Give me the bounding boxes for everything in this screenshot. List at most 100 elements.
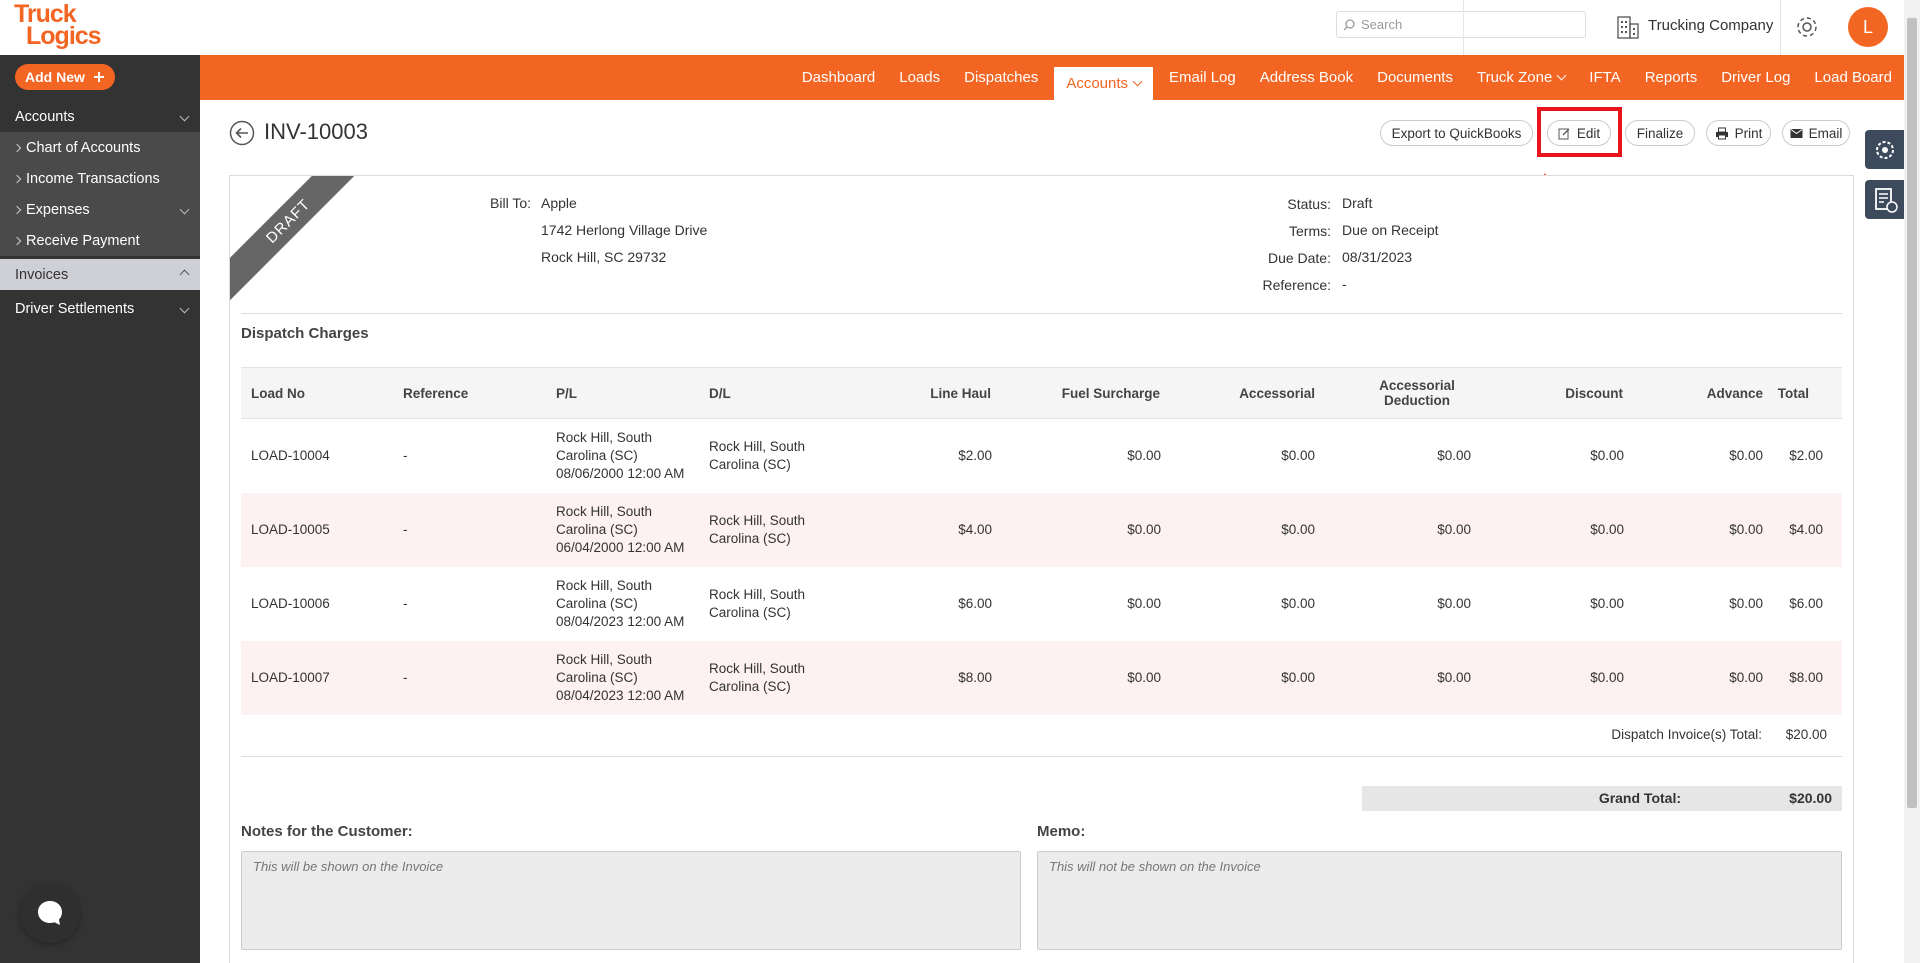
nav-item[interactable]: Email Log: [1157, 55, 1248, 100]
action-button[interactable]: Edit: [1547, 120, 1611, 146]
detail-label: Reference:: [1262, 277, 1331, 293]
submenu-label: Expenses: [26, 201, 90, 218]
nav-item[interactable]: Dispatches: [952, 55, 1050, 100]
drop-off-location: Rock Hill, South Carolina (SC): [709, 587, 806, 620]
chevron: [12, 143, 22, 152]
chevron: [179, 269, 190, 280]
submenu-left: Chart of Accounts: [12, 139, 141, 156]
nav-item[interactable]: Loads: [887, 55, 952, 100]
add-new-button[interactable]: Add New: [15, 64, 115, 90]
table-row: [241, 419, 1842, 493]
button-icon: [1715, 127, 1729, 140]
grand-total: $20.00: [1789, 790, 1832, 806]
drop-off-location: Rock Hill, South Carolina (SC): [709, 661, 806, 694]
submenu-item[interactable]: Chart of Accounts: [0, 132, 200, 163]
drop-off: Rock Hill, South Carolina (SC): [709, 493, 854, 567]
submenu-item[interactable]: Income Transactions: [0, 163, 200, 194]
amount: $0.00: [1437, 448, 1471, 463]
amount: $6.00: [958, 596, 992, 611]
menu-item[interactable]: Accounts: [0, 101, 200, 132]
load-no: LOAD-10006: [251, 596, 330, 611]
chevron: [179, 303, 190, 314]
amount: $0.00: [1590, 596, 1624, 611]
detail-value: -: [1342, 276, 1347, 292]
logo[interactable]: Truck Logics: [14, 2, 102, 50]
chevron: [12, 236, 22, 245]
pick-up-date: 08/04/2023 12:00 AM: [556, 614, 685, 629]
nav-item[interactable]: Reports: [1633, 55, 1710, 100]
nav-item[interactable]: IFTA: [1577, 55, 1632, 100]
search-box[interactable]: Search: [1336, 11, 1586, 38]
floating-settings[interactable]: [1865, 130, 1904, 169]
action-button[interactable]: Print: [1706, 120, 1771, 146]
nav-item[interactable]: Documents: [1365, 55, 1465, 100]
submenu-label: Income Transactions: [26, 170, 160, 187]
amount: $2.00: [958, 448, 992, 463]
pick-up-date: 08/04/2023 12:00 AM: [556, 688, 685, 703]
action-button[interactable]: Email: [1782, 120, 1850, 146]
submenu-label: Chart of Accounts: [26, 139, 141, 156]
chevron: [179, 204, 190, 215]
load-no: LOAD-10007: [251, 670, 330, 685]
nav-label: Documents: [1377, 69, 1453, 86]
chevron: [12, 205, 22, 214]
search-placeholder: Search: [1361, 17, 1403, 32]
menu-item[interactable]: Invoices: [0, 259, 200, 290]
nav-item[interactable]: Load Board: [1802, 55, 1904, 100]
company-name[interactable]: Trucking Company: [1648, 17, 1774, 34]
pick-up: Rock Hill, South Carolina (SC) 08/06/2000…: [556, 419, 701, 493]
nav-item[interactable]: Driver Log: [1709, 55, 1802, 100]
floating-report[interactable]: [1865, 180, 1904, 219]
building-icon: [1617, 16, 1639, 39]
scrollbar[interactable]: [1904, 0, 1920, 963]
amount: $0.00: [1729, 522, 1763, 537]
pick-up: Rock Hill, South Carolina (SC) 06/04/2000…: [556, 493, 701, 567]
column-header: Total: [1777, 385, 1809, 401]
nav-label: Address Book: [1259, 69, 1354, 86]
memo-label: Memo:: [1037, 823, 1086, 840]
submenu-item[interactable]: Receive Payment: [0, 225, 200, 256]
logo-bottom: Logics: [26, 22, 102, 50]
notes-field[interactable]: This will be shown on the Invoice: [241, 851, 1021, 950]
memo-field[interactable]: This will not be shown on the Invoice: [1037, 851, 1842, 950]
column-header: Reference: [403, 385, 469, 401]
column-header: Load No: [251, 385, 305, 401]
amount: $0.00: [1590, 448, 1624, 463]
avatar[interactable]: L: [1848, 7, 1888, 47]
action-button[interactable]: Finalize: [1625, 120, 1695, 146]
back-button[interactable]: [229, 120, 255, 146]
menu-label: Driver Settlements: [15, 300, 135, 317]
submenu-item[interactable]: Expenses: [0, 194, 200, 225]
drop-off-location: Rock Hill, South Carolina (SC): [709, 439, 806, 472]
amount: $0.00: [1729, 596, 1763, 611]
nav-item[interactable]: Address Book: [1248, 55, 1365, 100]
column-header: D/L: [709, 385, 731, 401]
amount: $2.00: [1789, 448, 1823, 463]
chat-button[interactable]: [20, 883, 80, 943]
nav-item[interactable]: Truck Zone: [1465, 55, 1577, 100]
nav-item[interactable]: Accounts: [1054, 67, 1154, 100]
nav-bar: Dashboard Loads Dispatches Accounts Email Lo…: [200, 55, 1904, 100]
detail-label: Due Date:: [1267, 250, 1331, 266]
chevron: [12, 174, 22, 183]
amount: $0.00: [1729, 448, 1763, 463]
nav-item[interactable]: Dashboard: [790, 55, 887, 100]
side-menu: Accounts Chart of Accounts Income Transact…: [0, 101, 200, 324]
chevron: [1556, 70, 1567, 81]
reference: -: [403, 448, 408, 463]
menu-item[interactable]: Driver Settlements: [0, 293, 200, 324]
pick-up-location: Rock Hill, South Carolina (SC): [556, 652, 653, 685]
submenu-left: Income Transactions: [12, 170, 160, 187]
notes-label: Notes for the Customer:: [241, 823, 413, 840]
nav-label: Dispatches: [964, 69, 1039, 86]
nav-label: Loads: [899, 69, 941, 86]
nav-label: IFTA: [1589, 69, 1621, 86]
bill-to-line: Rock Hill, SC 29732: [541, 249, 667, 265]
settings-icon[interactable]: [1793, 13, 1821, 41]
action-button[interactable]: Export to QuickBooks: [1380, 120, 1533, 146]
reference: -: [403, 522, 408, 537]
section-title: Dispatch Charges: [241, 325, 369, 342]
column-header: Line Haul: [930, 385, 991, 401]
column-header: Advance: [1706, 385, 1763, 401]
